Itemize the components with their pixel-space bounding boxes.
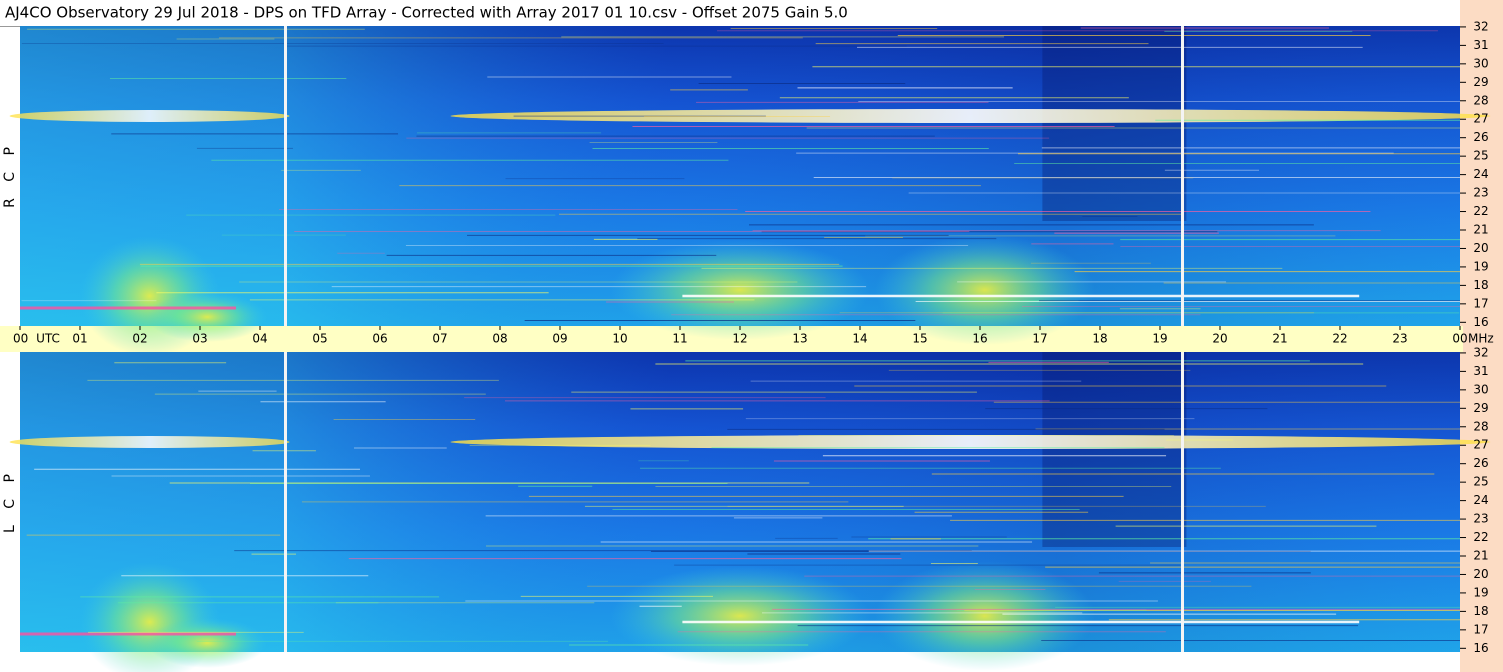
x-tick-label: 15 — [912, 332, 927, 346]
x-tick-label: 07 — [432, 332, 447, 346]
x-tick-label: 18 — [1092, 332, 1107, 346]
y-tick-label: 31 — [1473, 364, 1488, 378]
panel-label: R C P — [2, 144, 18, 208]
y-tick-label: 19 — [1473, 259, 1488, 273]
x-tick-label: 04 — [252, 332, 267, 346]
x-tick-label: 05 — [312, 332, 327, 346]
panels — [9, 26, 1491, 672]
x-tick-label: 00 UTC — [13, 332, 60, 346]
data-gap — [1181, 26, 1184, 326]
x-tick-label: 17 — [1032, 332, 1047, 346]
x-tick-label: 19 — [1152, 332, 1167, 346]
x-tick-label: 21 — [1272, 332, 1287, 346]
y-tick-label: 29 — [1473, 401, 1488, 415]
y-axis-unit: MHz — [1468, 332, 1494, 346]
y-tick-label: 18 — [1473, 278, 1488, 292]
x-tick-label: 14 — [852, 332, 867, 346]
spectrum-burst — [874, 561, 1095, 671]
y-tick-label: 16 — [1473, 641, 1488, 655]
spectrum-burst — [610, 566, 870, 666]
spectrum-burst — [874, 235, 1095, 345]
x-tick-label: 06 — [372, 332, 387, 346]
y-tick-label: 20 — [1473, 567, 1488, 581]
x-tick-label: 11 — [672, 332, 687, 346]
spectrum-band — [450, 435, 1491, 449]
data-gap — [1181, 352, 1184, 652]
y-tick-label: 26 — [1473, 456, 1488, 470]
spectrogram-panel — [9, 26, 1491, 356]
y-tick-label: 17 — [1473, 622, 1488, 636]
axes: R C P 16 17 18 19 20 21 22 23 24 25 26 27 28 29 30 31 32 L… — [2, 19, 1494, 654]
panel-label: L C P — [2, 471, 18, 533]
x-tick-label: 16 — [972, 332, 987, 346]
spectrum-burst — [610, 240, 870, 340]
x-tick-label: 09 — [552, 332, 567, 346]
spectrum-band — [9, 110, 290, 122]
y-tick-label: 31 — [1473, 38, 1488, 52]
y-tick-label: 25 — [1473, 475, 1488, 489]
y-tick-label: 32 — [1473, 19, 1488, 33]
x-tick-label: 00 — [1452, 332, 1467, 346]
x-tick-label: 01 — [72, 332, 87, 346]
y-tick-label: 22 — [1473, 530, 1488, 544]
x-tick-label: 22 — [1332, 332, 1347, 346]
y-tick-label: 24 — [1473, 493, 1488, 507]
y-tick-label: 16 — [1473, 315, 1488, 329]
y-tick-label: 23 — [1473, 512, 1488, 526]
y-tick-label: 30 — [1473, 56, 1488, 70]
freq-strip — [1460, 0, 1503, 672]
x-tick-label: 12 — [732, 332, 747, 346]
x-tick-label: 02 — [132, 332, 147, 346]
x-tick-label: 20 — [1212, 332, 1227, 346]
x-tick-label: 03 — [192, 332, 207, 346]
x-tick-label: 23 — [1392, 332, 1407, 346]
spectrum-dark — [1042, 352, 1187, 547]
y-tick-label: 21 — [1473, 549, 1488, 563]
chart-title: AJ4CO Observatory 29 Jul 2018 - DPS on T… — [5, 4, 848, 22]
y-tick-label: 18 — [1473, 604, 1488, 618]
x-tick-label: 10 — [612, 332, 627, 346]
x-tick-label: 13 — [792, 332, 807, 346]
spectrum-band — [9, 436, 290, 448]
y-tick-label: 28 — [1473, 419, 1488, 433]
y-tick-label: 25 — [1473, 149, 1488, 163]
spectrum-burst — [147, 292, 268, 342]
y-tick-label: 22 — [1473, 204, 1488, 218]
y-tick-label: 27 — [1473, 438, 1488, 452]
x-tick-label: 08 — [492, 332, 507, 346]
y-tick-label: 20 — [1473, 241, 1488, 255]
y-tick-label: 30 — [1473, 382, 1488, 396]
data-gap — [284, 352, 287, 652]
y-tick-label: 17 — [1473, 296, 1488, 310]
y-tick-label: 21 — [1473, 223, 1488, 237]
y-tick-label: 29 — [1473, 75, 1488, 89]
spectrogram-panel — [9, 352, 1491, 672]
y-tick-label: 24 — [1473, 167, 1488, 181]
y-tick-label: 27 — [1473, 112, 1488, 126]
y-tick-label: 26 — [1473, 130, 1488, 144]
spectrum-dark — [1042, 26, 1187, 221]
y-tick-label: 32 — [1473, 345, 1488, 359]
spectrum-burst — [147, 618, 268, 668]
y-tick-label: 28 — [1473, 93, 1488, 107]
y-tick-label: 19 — [1473, 585, 1488, 599]
spectrum-band — [450, 109, 1491, 123]
y-tick-label: 23 — [1473, 186, 1488, 200]
data-gap — [284, 26, 287, 326]
